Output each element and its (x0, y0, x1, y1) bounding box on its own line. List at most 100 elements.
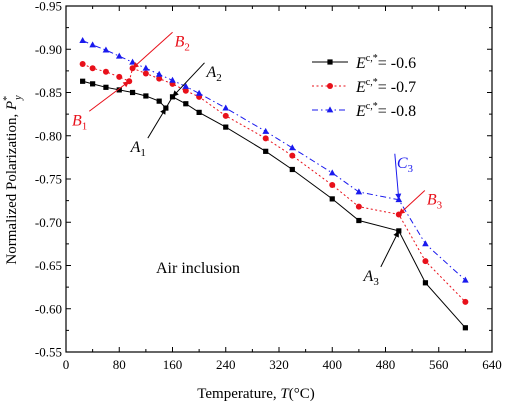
legend-item-1: Ec,*= -0.6 (312, 53, 416, 72)
annotations-layer: A1 A2 A3 B1 B2 B3 C3 (72, 31, 443, 288)
data-point (329, 196, 335, 202)
x-axis-label-unit: (°C) (289, 386, 315, 402)
annotation-arrow-head (122, 81, 130, 88)
data-point (222, 112, 229, 119)
x-tick-label: 320 (269, 357, 289, 372)
legend-item-2: Ec,*= -0.7 (312, 77, 416, 96)
annotation-arrow-head (172, 90, 179, 97)
y-axis-label-var: P (4, 101, 20, 111)
annotation-label: A2 (206, 64, 222, 84)
data-point (328, 169, 336, 176)
annotation-C3: C3 (394, 153, 413, 200)
inset-label: Air inclusion (156, 260, 240, 277)
data-point (102, 68, 109, 75)
annotation-arrow-head (160, 108, 166, 115)
y-tick-label: -0.55 (35, 345, 62, 360)
data-point (79, 60, 86, 67)
annotation-arrow-line (88, 80, 130, 112)
y-axis-label-sup: * (2, 96, 13, 101)
annotation-arrow-head (398, 208, 406, 215)
x-tick-label: 480 (376, 357, 396, 372)
data-point (116, 87, 122, 93)
data-point (80, 78, 86, 84)
data-point (89, 65, 96, 72)
annotation-arrow-line (380, 230, 400, 268)
data-point (422, 240, 429, 247)
x-axis-label: Temperature, T(°C) (197, 386, 314, 402)
annotation-A2: A2 (172, 62, 222, 98)
data-point (329, 182, 336, 189)
plot-frame (65, 5, 493, 353)
data-point (156, 98, 162, 104)
data-point (195, 89, 203, 96)
data-point (115, 52, 123, 59)
annotation-B3: B3 (398, 190, 443, 215)
y-tick-label: -0.75 (35, 172, 62, 187)
annotation-label: B1 (72, 112, 87, 132)
legend-marker (327, 59, 333, 65)
y-tick-label: -0.95 (35, 0, 62, 14)
x-tick-label: 640 (482, 357, 502, 372)
y-tick-label: -0.85 (35, 85, 62, 100)
legend: Ec,*= -0.6 Ec,*= -0.7 Ec,*= -0.8 (312, 53, 416, 120)
data-point (155, 70, 163, 77)
y-tick-label: -0.80 (35, 128, 62, 143)
annotation-label: B2 (175, 33, 190, 53)
data-point (79, 37, 86, 43)
data-point (462, 276, 469, 283)
x-tick-label: 400 (323, 357, 343, 372)
data-point (422, 258, 429, 265)
data-point (356, 217, 362, 224)
series-3 (79, 37, 469, 283)
y-tick-label: -0.65 (35, 258, 62, 273)
annotation-label: B3 (427, 191, 443, 211)
data-point (289, 152, 296, 159)
data-point (355, 188, 363, 195)
data-point (102, 46, 110, 53)
data-point (422, 280, 429, 286)
x-axis-label-var: T (280, 386, 290, 402)
data-point (182, 82, 190, 89)
y-tick-label: -0.90 (35, 42, 62, 57)
data-point (116, 73, 123, 80)
data-point (462, 325, 468, 331)
data-point (182, 87, 189, 94)
legend-label: Ec,*= -0.8 (355, 101, 416, 120)
data-point (129, 89, 136, 96)
annotation-arrow-head (395, 193, 402, 200)
x-axis-label-text: Temperature, (197, 386, 280, 402)
data-point (142, 64, 150, 71)
data-point (129, 58, 136, 65)
data-point (289, 144, 296, 151)
axes: 0 80 160 240 320 400 480 560 640 -0.95 -0.90 -0.85 -… (35, 0, 502, 372)
data-point (90, 81, 96, 87)
annotation-label: A3 (363, 268, 380, 288)
data-point (169, 76, 176, 83)
data-point (156, 75, 163, 82)
annotation-A3: A3 (363, 230, 400, 288)
annotation-arrow-head (393, 230, 399, 238)
y-tick-label: -0.70 (35, 215, 62, 230)
data-point (143, 93, 149, 99)
y-axis-label-text: Normalized Polarization, (4, 110, 20, 265)
series-line (82, 63, 466, 303)
y-axis-label: Normalized Polarization, P*y (2, 95, 24, 265)
x-tick-label: 0 (63, 357, 70, 372)
data-point (196, 109, 202, 115)
data-point (142, 70, 149, 77)
x-tick-label: 160 (163, 357, 183, 372)
legend-label: Ec,*= -0.7 (355, 77, 416, 96)
x-tick-label: 560 (429, 357, 449, 372)
data-point (89, 41, 96, 48)
annotation-B1: B1 (72, 80, 130, 132)
annotation-B2: B2 (132, 31, 190, 69)
data-point (103, 84, 109, 90)
data-point (223, 124, 229, 130)
data-point (222, 104, 230, 111)
data-point (263, 148, 269, 154)
series-2 (79, 60, 469, 305)
y-tick-label: -0.60 (35, 301, 62, 316)
x-tick-label: 80 (113, 357, 126, 372)
data-point (262, 135, 269, 142)
